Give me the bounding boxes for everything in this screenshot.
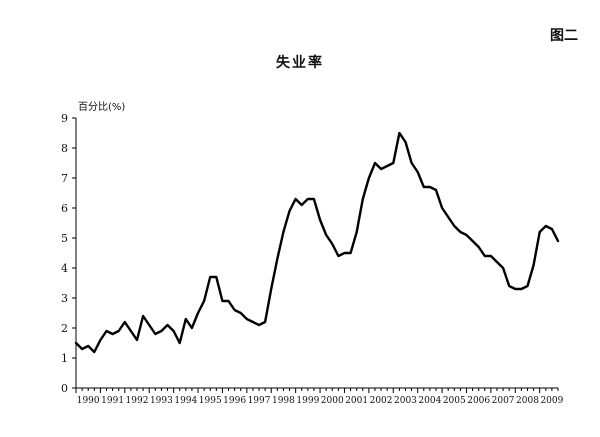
chart-title: 失业率 xyxy=(276,55,324,71)
x-tick-label: 1992 xyxy=(126,396,149,406)
y-tick-label: 6 xyxy=(61,202,68,215)
x-tick-label: 1999 xyxy=(296,396,319,406)
x-tick-label: 2002 xyxy=(370,396,393,406)
x-tick-label: 2000 xyxy=(321,396,344,406)
figure-label: 图二 xyxy=(550,28,578,44)
x-tick-label: 1990 xyxy=(77,396,100,406)
y-tick-label: 9 xyxy=(61,112,68,125)
unemployment-rate-line xyxy=(74,131,560,354)
x-tick-label: 2009 xyxy=(540,396,563,406)
y-tick-label: 4 xyxy=(61,262,68,275)
y-tick-label: 5 xyxy=(61,232,68,245)
y-tick-label: 8 xyxy=(61,142,68,155)
x-tick-label: 2006 xyxy=(467,396,490,406)
x-tick-label: 2008 xyxy=(516,396,539,406)
x-tick-label: 1993 xyxy=(150,396,173,406)
y-tick-label: 1 xyxy=(61,352,68,365)
y-tick-label: 2 xyxy=(61,322,68,335)
x-tick-label: 2004 xyxy=(418,396,441,406)
x-tick-label: 2001 xyxy=(345,396,368,406)
x-tick-label: 1995 xyxy=(199,396,222,406)
x-tick-label: 1996 xyxy=(223,396,246,406)
x-tick-label: 1998 xyxy=(272,396,295,406)
x-tick-label: 2007 xyxy=(492,396,515,406)
x-tick-label: 1991 xyxy=(101,396,124,406)
x-tick-label: 1997 xyxy=(248,396,271,406)
x-tick-label: 2005 xyxy=(443,396,466,406)
x-tick-label: 1994 xyxy=(174,396,197,406)
y-tick-label: 7 xyxy=(61,172,68,185)
y-axis-label: 百分比(%) xyxy=(78,102,126,113)
x-tick-label: 2003 xyxy=(394,396,417,406)
y-tick-label: 3 xyxy=(61,292,68,305)
y-tick-label: 0 xyxy=(61,382,68,395)
